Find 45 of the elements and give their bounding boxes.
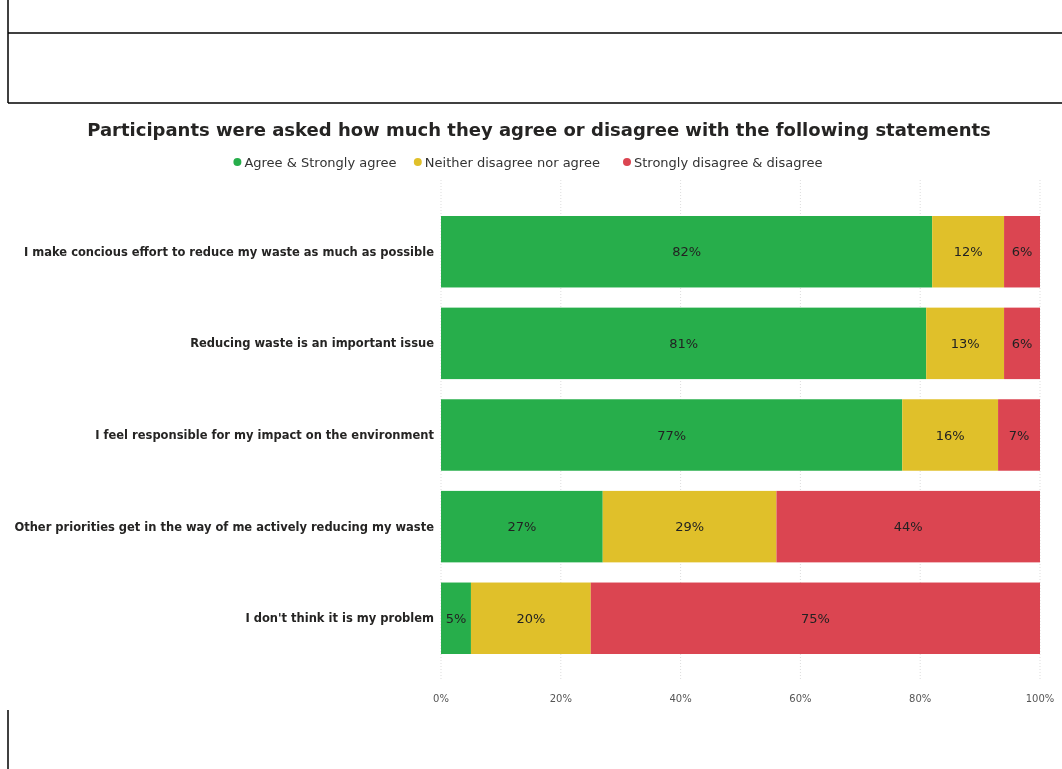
data-label: 12%	[953, 244, 983, 260]
x-tick-label: 80%	[909, 692, 932, 704]
bar	[902, 399, 999, 471]
data-label: 5%	[445, 610, 467, 626]
data-label: 16%	[935, 427, 965, 443]
legend-label: Agree & Strongly agree	[244, 154, 397, 170]
x-tick-label: 0%	[433, 692, 449, 704]
y-tick-label: Reducing waste is an important issue	[190, 336, 435, 351]
data-label: 81%	[669, 335, 699, 351]
y-tick-label: Other priorities get in the way of me actively reducing my waste	[14, 519, 435, 534]
legend-label: Strongly disagree & disagree	[634, 154, 823, 170]
x-tick-label: 20%	[549, 692, 572, 704]
bar	[932, 216, 1005, 288]
bar	[1004, 216, 1040, 288]
bar	[441, 582, 471, 654]
data-label: 29%	[675, 519, 705, 535]
bar	[470, 582, 591, 654]
bar	[441, 399, 903, 471]
x-tick-label: 100%	[1025, 692, 1055, 704]
x-tick-label: 40%	[669, 692, 692, 704]
bar	[441, 307, 927, 380]
bar	[926, 307, 1005, 380]
data-label: 77%	[657, 427, 687, 443]
bar	[602, 490, 777, 563]
data-label: 44%	[893, 519, 923, 535]
bar	[441, 490, 603, 563]
bar	[998, 399, 1040, 471]
bar	[1004, 307, 1040, 380]
data-label: 20%	[516, 610, 546, 626]
y-tick-label: I don't think it is my problem	[245, 611, 434, 626]
x-tick-label: 60%	[789, 692, 812, 704]
data-label: 75%	[800, 610, 830, 626]
data-label: 7%	[1008, 427, 1030, 443]
data-label: 6%	[1011, 335, 1033, 351]
data-label: 6%	[1011, 244, 1033, 260]
bar	[441, 216, 933, 288]
chart-title: Participants were asked how much they agree or disagree with the following statements	[87, 119, 991, 140]
data-label: 27%	[507, 519, 537, 535]
y-tick-label: I feel responsible for my impact on the environment	[95, 428, 435, 443]
y-tick-label: I make concious effort to reduce my waste as much as possible	[23, 244, 435, 259]
data-label: 82%	[672, 244, 702, 260]
bar	[776, 490, 1040, 563]
legend-label: Neither disagree nor agree	[424, 154, 600, 170]
bar	[590, 582, 1040, 654]
data-label: 13%	[950, 335, 980, 351]
